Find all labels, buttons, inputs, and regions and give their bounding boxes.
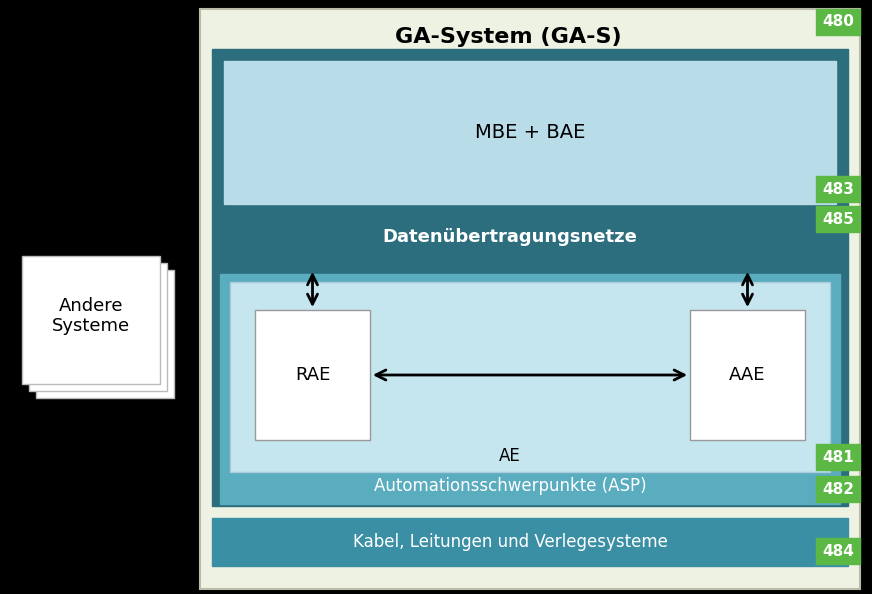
Bar [224,61,836,204]
Text: 483: 483 [822,182,854,197]
Bar [816,444,860,470]
Bar [200,9,860,589]
Text: RAE: RAE [295,366,330,384]
Bar [212,49,848,506]
Text: 481: 481 [822,450,854,465]
Bar [29,263,167,391]
Bar [220,274,840,504]
Bar [230,282,830,472]
Text: 480: 480 [822,14,854,30]
Text: AAE: AAE [729,366,766,384]
Text: Datenübertragungsnetze: Datenübertragungsnetze [383,228,637,245]
Text: Automationsschwerpunkte (ASP): Automationsschwerpunkte (ASP) [374,477,646,495]
Bar [816,476,860,502]
Text: GA-System (GA-S): GA-System (GA-S) [395,27,622,47]
Bar [36,270,174,398]
Text: MBE + BAE: MBE + BAE [475,123,585,142]
Text: 485: 485 [822,211,854,226]
Bar [816,538,860,564]
Bar [212,518,848,566]
Bar [22,256,160,384]
Bar [816,9,860,35]
Bar [816,206,860,232]
Bar [690,310,805,440]
Text: Andere
Systeme: Andere Systeme [52,296,130,336]
Text: Kabel, Leitungen und Verlegesysteme: Kabel, Leitungen und Verlegesysteme [352,533,667,551]
Bar [255,310,370,440]
Text: 484: 484 [822,544,854,558]
Text: 482: 482 [822,482,854,497]
Bar [816,176,860,202]
Text: AE: AE [499,447,521,465]
